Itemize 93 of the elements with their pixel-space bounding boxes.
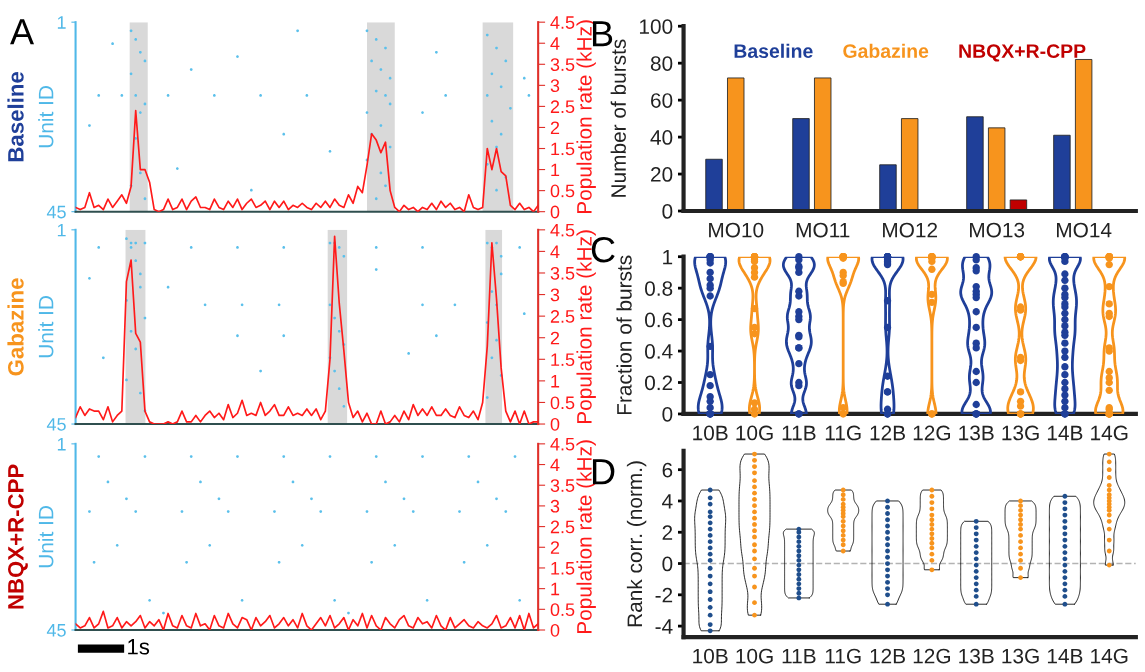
y-axis-title: Unit ID — [38, 86, 54, 148]
y2-tick-label: 1 — [551, 375, 560, 388]
x-tick-label: 10G — [736, 648, 773, 664]
x-tick-label: MO14 — [1057, 222, 1112, 238]
y2-tick-label: 4 — [550, 245, 560, 258]
y-axis-title: Fraction of bursts — [616, 255, 632, 415]
y-tick-label: 0.2 — [645, 375, 673, 391]
text: NBQX+R-CPP — [7, 464, 28, 609]
x-tick-label: 14G — [1091, 648, 1128, 664]
y-axis-title: Rank corr. (norm.) — [626, 461, 647, 627]
y2-tick-label: 1 — [551, 582, 560, 596]
text: 1s — [128, 639, 150, 655]
y2-tick-label: 1.5 — [551, 353, 575, 367]
y2-tick-label: 0 — [550, 205, 560, 219]
y2-tick-label: 2.5 — [550, 520, 575, 534]
text: A — [10, 19, 35, 45]
x-tick-label: MO11 — [796, 222, 850, 238]
y2-tick-label: 0.5 — [550, 396, 575, 410]
y-tick-label: 1 — [57, 16, 66, 29]
y-axis-title: Unit ID — [38, 506, 54, 568]
y-axis-title: Unit ID — [38, 296, 54, 358]
y2-tick-label: 3.5 — [550, 479, 575, 492]
x-tick-label: 10G — [736, 425, 773, 441]
y-tick-label: 0 — [662, 204, 673, 219]
x-tick-label: 12G — [913, 648, 951, 664]
x-tick-label: 13G — [1002, 425, 1039, 441]
x-tick-label: 13G — [1002, 648, 1039, 664]
y-tick-label: 1 — [663, 249, 673, 265]
text: Baseline — [7, 71, 24, 162]
x-tick-label: MO12 — [883, 222, 938, 238]
x-tick-label: 13B — [959, 425, 994, 441]
y2-tick-label: 0 — [550, 623, 560, 637]
y2-tick-label: 1.5 — [551, 142, 575, 156]
y-tick-label: 4 — [662, 494, 673, 509]
y-tick-label: 45 — [46, 624, 66, 637]
y-tick-label: 0.8 — [645, 281, 673, 296]
x-tick-label: 12G — [913, 425, 951, 441]
y2-tick-label: 0 — [550, 417, 560, 431]
x-tick-label: MO13 — [970, 222, 1025, 238]
y2-tick-label: 3.5 — [550, 266, 575, 280]
x-tick-label: 11B — [782, 648, 816, 664]
y-tick-label: 2 — [662, 525, 673, 540]
y2-tick-label: 4.5 — [550, 437, 575, 451]
x-tick-label: 13B — [959, 648, 994, 664]
y-tick-label: 100 — [639, 19, 673, 34]
x-tick-label: 12B — [870, 648, 905, 664]
x-tick-label: 12B — [870, 425, 905, 441]
y-tick-label: 40 — [650, 130, 673, 145]
y2-tick-label: 3 — [550, 499, 560, 513]
y-axis-title: Number of bursts — [610, 39, 626, 197]
y-tick-label: 0 — [662, 406, 673, 422]
y2-tick-label: 4.5 — [550, 16, 575, 29]
y2-tick-label: 0.5 — [550, 184, 575, 198]
y2-tick-label: 1.5 — [551, 562, 575, 575]
y2-tick-label: 2 — [550, 121, 560, 134]
y2-tick-label: 2.5 — [550, 100, 575, 114]
y2-tick-label: 0.5 — [550, 603, 575, 617]
y-tick-label: 6 — [662, 462, 673, 478]
x-tick-label: 14B — [1047, 425, 1083, 441]
y-tick-label: 80 — [650, 56, 673, 71]
x-tick-label: 11G — [825, 425, 861, 441]
text: Baseline — [734, 43, 813, 58]
y-tick-label: 45 — [46, 418, 66, 431]
x-tick-label: 11G — [825, 648, 861, 664]
y-tick-label: 45 — [46, 205, 66, 219]
y-tick-label: 20 — [651, 167, 673, 182]
y2-tick-label: 3 — [550, 79, 560, 93]
series-label: Gabazine — [843, 43, 929, 58]
y-tick-label: 0.4 — [645, 344, 673, 359]
x-tick-label: 10B — [693, 648, 728, 664]
y-tick-label: 1 — [57, 223, 66, 237]
y-tick-label: 0 — [662, 556, 673, 572]
text: Gabazine — [7, 278, 24, 376]
y2-tick-label: 4 — [550, 37, 560, 50]
x-tick-label: MO10 — [709, 222, 764, 238]
y-tick-label: -2 — [655, 587, 673, 603]
y2-tick-label: 4.5 — [550, 223, 575, 237]
y2-tick-label: 2 — [550, 541, 560, 554]
y-tick-label: 1 — [57, 437, 66, 451]
y2-tick-label: 3.5 — [550, 58, 575, 72]
text: NBQX+R-CPP — [959, 44, 1086, 62]
x-tick-label: 14B — [1047, 648, 1083, 664]
y-tick-label: 60 — [651, 93, 673, 108]
x-tick-label: 10B — [693, 425, 728, 441]
y2-tick-label: 4 — [550, 458, 560, 472]
y-tick-label: -4 — [655, 619, 673, 634]
y-tick-label: 0.6 — [645, 312, 673, 328]
x-tick-label: 11B — [782, 425, 816, 441]
y2-tick-label: 1 — [551, 163, 560, 177]
y2-tick-label: 2 — [550, 331, 560, 345]
x-tick-label: 14G — [1091, 425, 1128, 441]
y2-tick-label: 2.5 — [550, 310, 575, 323]
y2-tick-label: 3 — [550, 288, 560, 302]
